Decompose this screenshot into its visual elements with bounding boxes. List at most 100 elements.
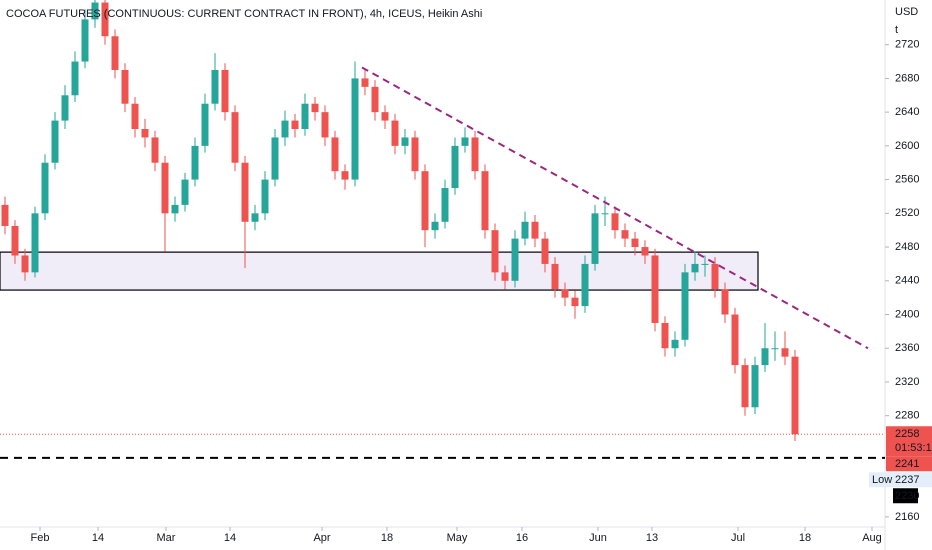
y-tick-label: 2560: [895, 174, 919, 186]
candle-body: [501, 272, 509, 281]
trendline: [361, 66, 869, 350]
x-tick-label: Apr: [313, 532, 330, 544]
candle-body: [361, 78, 369, 87]
candle-body: [451, 145, 459, 189]
candle-body: [491, 230, 499, 273]
chart-title: COCOA FUTURES (CONTINUOUS: CURRENT CONTR…: [6, 8, 482, 20]
candle-body: [421, 171, 429, 231]
candle-body: [301, 103, 309, 130]
candle-body: [101, 2, 109, 37]
x-tick-label: 18: [799, 532, 811, 544]
candle-body: [371, 86, 379, 113]
y-tick-label: 2480: [895, 241, 919, 253]
low-text: Low: [872, 474, 892, 486]
candle-body: [61, 95, 69, 121]
x-tick-label: 14: [92, 532, 104, 544]
y-tick-label: 2600: [895, 140, 919, 152]
candle-body: [671, 339, 679, 349]
candle-body: [711, 263, 719, 290]
candle-body: [181, 179, 189, 205]
candle-body: [311, 103, 319, 113]
candle-body: [351, 78, 359, 180]
countdown-label: 01:53:13: [895, 442, 932, 454]
candle-body: [381, 112, 389, 121]
y-tick-label: 2400: [895, 308, 919, 320]
support-zone: [0, 251, 759, 291]
candle-body: [661, 322, 669, 349]
candle-body: [631, 238, 639, 248]
candle-body: [761, 348, 769, 366]
candle-body: [91, 2, 99, 20]
candle-body: [21, 255, 29, 273]
candle-body: [791, 356, 799, 435]
y-tick-label: 2720: [895, 39, 919, 51]
candle-body: [571, 297, 579, 307]
candle-body: [321, 112, 329, 138]
y-tick-label: 2440: [895, 275, 919, 287]
candle-body: [51, 120, 59, 163]
candle-body: [461, 137, 469, 146]
low-box: [869, 472, 932, 488]
candle-body: [441, 188, 449, 222]
candle-body: [641, 247, 649, 256]
last-price-box: [886, 426, 932, 457]
y-tick-label: 2280: [895, 410, 919, 422]
x-tick-label: Jun: [589, 532, 607, 544]
candle-body: [411, 137, 419, 172]
candle-body: [401, 137, 409, 146]
candle-body: [781, 348, 789, 357]
candle-body: [691, 263, 699, 273]
candle-body: [261, 179, 269, 214]
candle-body: [291, 120, 299, 130]
candle-body: [431, 221, 439, 231]
candle-body: [561, 289, 569, 298]
candle-body: [31, 213, 39, 273]
candle-body: [81, 19, 89, 62]
candle-body: [201, 103, 209, 146]
candle-body: [611, 213, 619, 231]
candle-body: [621, 230, 629, 239]
level-box: [893, 488, 918, 504]
candle-body: [1, 204, 9, 226]
x-tick-label: Feb: [31, 532, 50, 544]
candle-body: [331, 137, 339, 172]
x-tick-label: Jul: [731, 532, 745, 544]
candle-body: [391, 120, 399, 146]
candle-body: [251, 213, 259, 222]
candle-body: [131, 103, 139, 130]
y-tick-label: 2160: [895, 511, 919, 523]
candle-body: [281, 120, 289, 138]
candle-body: [581, 263, 589, 307]
bid-price-box: [886, 456, 932, 472]
candle-body: [11, 225, 19, 256]
candle-body: [221, 69, 229, 113]
candle-body: [241, 162, 249, 222]
candle-body: [651, 255, 659, 323]
candle-body: [601, 213, 609, 215]
candle-body: [341, 171, 349, 180]
candle-body: [591, 213, 599, 264]
bid-price-label: 2241: [895, 458, 919, 470]
candle-body: [271, 137, 279, 180]
y-tick-label: 2520: [895, 207, 919, 219]
candle-body: [161, 162, 169, 214]
low-value: 2237: [895, 474, 919, 486]
candle-body: [191, 145, 199, 180]
x-tick-label: May: [447, 532, 468, 544]
currency-label: USD: [895, 6, 918, 18]
candle-body: [771, 348, 779, 350]
candle-body: [471, 137, 479, 172]
y-tick-label: 2680: [895, 72, 919, 84]
candle-body: [721, 289, 729, 315]
candle-body: [521, 221, 529, 239]
plot-area: [0, 0, 799, 441]
x-tick-label: 16: [516, 532, 528, 544]
candle-body: [531, 221, 539, 239]
candle-body: [121, 69, 129, 104]
candle-body: [171, 204, 179, 214]
candle-body: [551, 263, 559, 290]
candle-body: [701, 263, 709, 265]
last-price-label: 2258: [895, 428, 919, 440]
